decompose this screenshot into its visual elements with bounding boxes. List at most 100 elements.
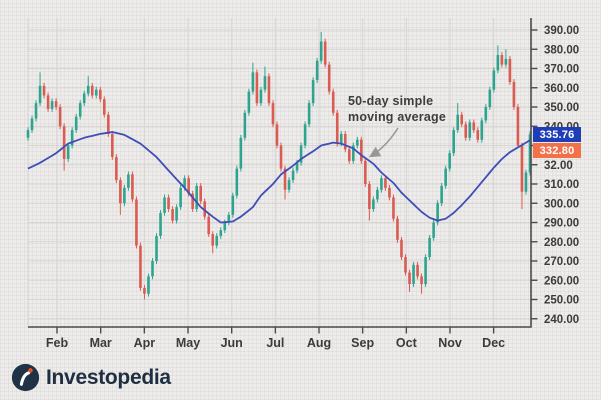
candle-body (524, 172, 528, 192)
candle-body (420, 276, 423, 285)
y-axis-label: 380.00 (544, 44, 579, 56)
candle-body (372, 199, 375, 210)
candle-body (368, 184, 371, 210)
candle-body (504, 58, 508, 65)
x-axis-label: Apr (134, 336, 156, 350)
candle-body (484, 107, 488, 121)
candle-body (42, 85, 46, 96)
candle-body (376, 189, 379, 200)
candle-body (347, 149, 351, 161)
candle-body (235, 168, 239, 196)
candle-body (392, 197, 395, 219)
candle-body (30, 118, 34, 131)
candle-body (195, 185, 198, 210)
candlestick-series (26, 31, 532, 300)
candle-body (335, 112, 339, 144)
candle-body (496, 55, 500, 71)
candle-body (396, 218, 399, 240)
candle-body (54, 101, 58, 107)
investopedia-logo-icon (11, 363, 40, 392)
candle-body (78, 103, 82, 117)
candle-body (155, 235, 158, 261)
candle-body (107, 114, 110, 134)
candle-body (500, 55, 504, 65)
candle-body (492, 70, 496, 90)
candle-body (211, 234, 215, 246)
y-axis-label: 240.00 (544, 314, 579, 326)
candle-body (46, 95, 50, 109)
y-axis-label: 260.00 (544, 275, 579, 287)
candle-body (34, 103, 38, 119)
candle-body (388, 187, 391, 198)
candle-body (151, 261, 154, 277)
candle-body (303, 124, 307, 146)
candle-body (424, 257, 427, 285)
candle-body (223, 222, 227, 231)
candle-body (139, 245, 142, 288)
y-axis-label: 370.00 (544, 64, 579, 76)
candle-body (179, 187, 182, 208)
candle-body (50, 101, 54, 109)
chart-axes: 390.00380.00370.00360.00350.00340.0032.0… (28, 18, 579, 350)
candle-body (404, 257, 407, 273)
candle-body (488, 89, 492, 107)
ma-annotation: 50-day simple moving average (348, 93, 446, 125)
axis-line (28, 18, 532, 328)
investopedia-logo-text: Investopedia (46, 365, 171, 389)
candle-body (339, 133, 343, 144)
candle-body (315, 60, 319, 81)
candle-body (231, 195, 235, 215)
y-axis-label: 290.00 (544, 218, 579, 230)
candle-body (98, 89, 102, 100)
candle-body (255, 72, 259, 104)
candle-body (215, 235, 219, 246)
candle-body (111, 133, 114, 158)
candle-body (191, 193, 194, 210)
candle-body (259, 89, 263, 104)
candle-body (343, 133, 347, 150)
candle-body (516, 107, 520, 146)
candle-body (356, 139, 359, 146)
y-axis-label: 300.00 (544, 198, 579, 210)
candle-body (520, 145, 524, 192)
x-axis-label: Dec (482, 336, 505, 350)
ma50-line (27, 131, 531, 224)
candle-body (319, 41, 323, 61)
y-axis-label: 390.00 (544, 25, 579, 37)
candle-body (127, 174, 130, 188)
candle-body (187, 178, 190, 194)
annotation-arrow-icon (368, 127, 399, 158)
candle-body (400, 239, 403, 258)
candle-body (476, 130, 480, 140)
candle-body (103, 99, 106, 115)
candle-body (448, 153, 451, 169)
candle-body (115, 157, 118, 181)
candle-body (287, 180, 291, 190)
candle-body (175, 207, 178, 221)
candle-body (94, 89, 98, 96)
x-axis-label: Aug (307, 336, 331, 350)
candle-body (62, 126, 66, 159)
candle-body (247, 91, 251, 113)
candle-body (307, 103, 311, 125)
candle-body (460, 114, 464, 125)
investopedia-logo: Investopedia (11, 363, 171, 392)
x-axis-label: Jul (266, 336, 284, 350)
candle-body (90, 85, 94, 96)
candle-body (26, 130, 30, 138)
candle-body (436, 203, 439, 223)
candle-body (380, 178, 383, 190)
candle-body (143, 287, 146, 294)
candle-body (440, 185, 443, 204)
candle-body (123, 187, 126, 204)
candle-body (147, 276, 150, 294)
candle-body (351, 145, 355, 161)
candle-body (327, 64, 331, 92)
candle-body (291, 170, 295, 181)
candle-body (171, 209, 174, 221)
x-axis-label: Feb (46, 336, 69, 350)
candle-body (135, 199, 138, 246)
candle-body (428, 237, 431, 258)
x-axis-label: Nov (438, 336, 462, 350)
